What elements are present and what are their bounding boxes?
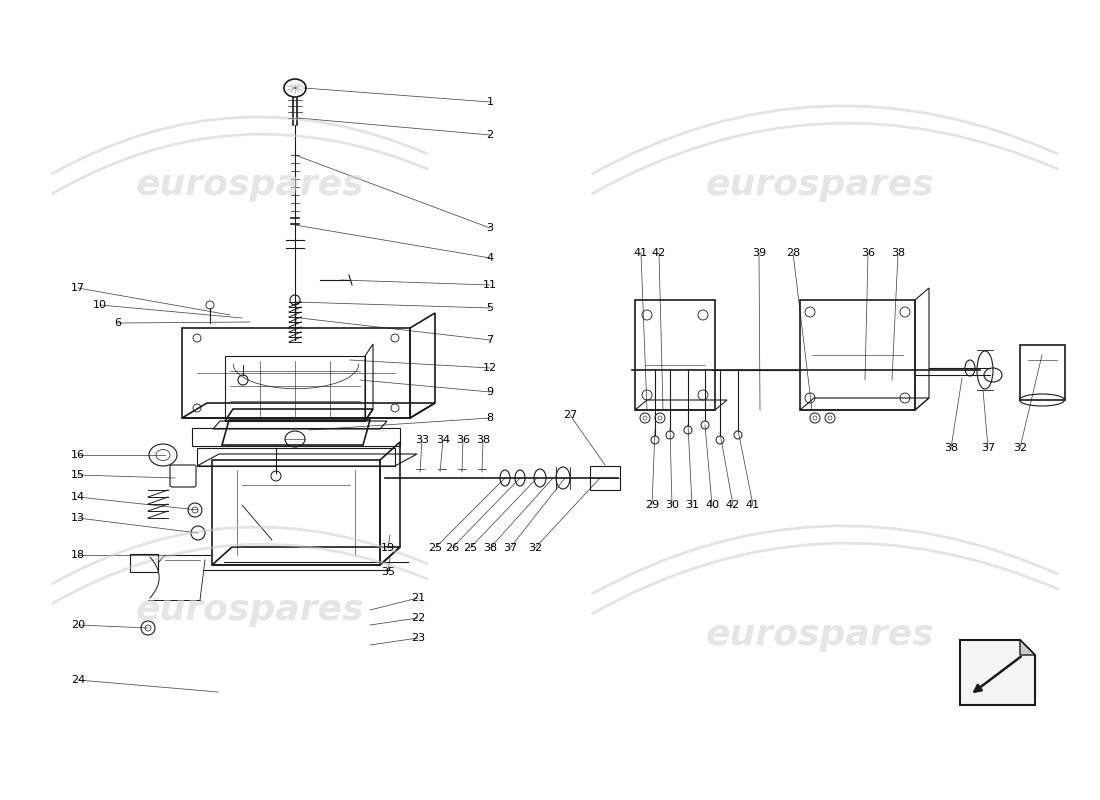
Text: 21: 21 bbox=[411, 593, 425, 603]
Text: 8: 8 bbox=[486, 413, 494, 423]
Text: 31: 31 bbox=[685, 500, 698, 510]
Text: 10: 10 bbox=[94, 300, 107, 310]
Text: eurospares: eurospares bbox=[135, 168, 364, 202]
Text: 30: 30 bbox=[666, 500, 679, 510]
Text: 6: 6 bbox=[114, 318, 121, 328]
Text: 25: 25 bbox=[428, 543, 442, 553]
Text: 9: 9 bbox=[486, 387, 494, 397]
Text: 32: 32 bbox=[1013, 443, 1027, 453]
Text: 37: 37 bbox=[503, 543, 517, 553]
Text: 36: 36 bbox=[456, 435, 470, 445]
Text: 24: 24 bbox=[70, 675, 85, 685]
Text: 38: 38 bbox=[476, 435, 491, 445]
Text: 20: 20 bbox=[70, 620, 85, 630]
Text: 27: 27 bbox=[563, 410, 578, 420]
Text: 23: 23 bbox=[411, 633, 425, 643]
Bar bbox=[130, 554, 158, 572]
Text: 3: 3 bbox=[486, 223, 494, 233]
Text: eurospares: eurospares bbox=[135, 593, 364, 627]
Text: 38: 38 bbox=[483, 543, 497, 553]
Polygon shape bbox=[960, 640, 1035, 705]
Text: 34: 34 bbox=[436, 435, 450, 445]
Text: 2: 2 bbox=[486, 130, 494, 140]
Text: 13: 13 bbox=[72, 513, 85, 523]
Text: 14: 14 bbox=[70, 492, 85, 502]
Text: 29: 29 bbox=[645, 500, 659, 510]
Text: 41: 41 bbox=[634, 248, 648, 258]
Text: 22: 22 bbox=[411, 613, 425, 623]
Text: 36: 36 bbox=[861, 248, 875, 258]
Text: 37: 37 bbox=[981, 443, 996, 453]
Text: 25: 25 bbox=[463, 543, 477, 553]
Text: 41: 41 bbox=[746, 500, 760, 510]
Text: 28: 28 bbox=[785, 248, 800, 258]
Bar bbox=[590, 466, 620, 490]
Polygon shape bbox=[1020, 640, 1035, 655]
Text: 18: 18 bbox=[70, 550, 85, 560]
Text: 38: 38 bbox=[944, 443, 958, 453]
Text: 17: 17 bbox=[70, 283, 85, 293]
Text: 19: 19 bbox=[381, 543, 395, 553]
Text: 15: 15 bbox=[72, 470, 85, 480]
Text: 16: 16 bbox=[72, 450, 85, 460]
Text: 35: 35 bbox=[381, 567, 395, 577]
Text: 40: 40 bbox=[705, 500, 719, 510]
Text: 32: 32 bbox=[528, 543, 542, 553]
Text: 5: 5 bbox=[486, 303, 494, 313]
Text: 7: 7 bbox=[486, 335, 494, 345]
Text: 12: 12 bbox=[483, 363, 497, 373]
Text: 4: 4 bbox=[486, 253, 494, 263]
Text: 1: 1 bbox=[486, 97, 494, 107]
Text: 33: 33 bbox=[415, 435, 429, 445]
Text: 42: 42 bbox=[652, 248, 667, 258]
Text: 11: 11 bbox=[483, 280, 497, 290]
Text: eurospares: eurospares bbox=[706, 168, 934, 202]
Text: eurospares: eurospares bbox=[706, 618, 934, 652]
Text: 42: 42 bbox=[726, 500, 740, 510]
Text: 39: 39 bbox=[752, 248, 766, 258]
Text: 26: 26 bbox=[444, 543, 459, 553]
Text: 38: 38 bbox=[891, 248, 905, 258]
